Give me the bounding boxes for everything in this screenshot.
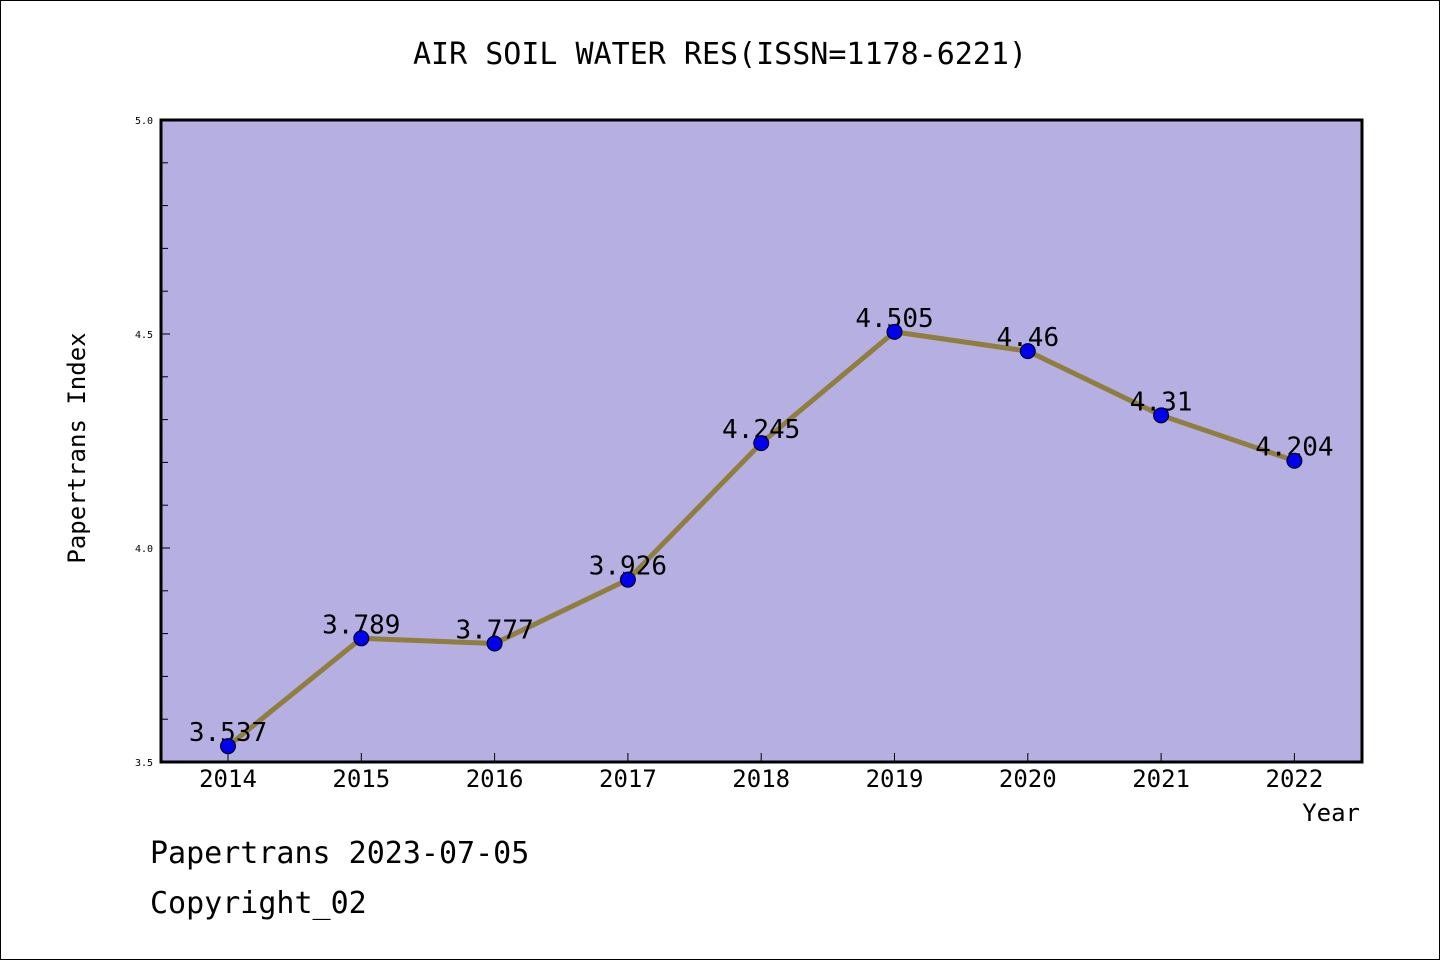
y-axis-label: Papertrans Index [63, 332, 91, 563]
plot-frame [159, 118, 1364, 764]
x-tick-label: 2017 [599, 765, 657, 793]
y-tick-label: 5.0 [135, 116, 153, 127]
footer-copyright: Copyright_02 [150, 886, 367, 921]
x-tick-label: 2015 [332, 765, 390, 793]
x-tick-label: 2019 [866, 765, 924, 793]
footer-date: Papertrans 2023-07-05 [150, 836, 530, 871]
x-tick-label: 2016 [466, 765, 524, 793]
x-tick-label: 2022 [1266, 765, 1324, 793]
y-tick-label: 4.0 [135, 544, 153, 555]
data-point [1153, 407, 1170, 424]
data-point [486, 635, 503, 652]
data-point [619, 571, 636, 588]
data-point [353, 630, 370, 647]
x-tick-label: 2018 [732, 765, 790, 793]
x-tick-label: 2020 [999, 765, 1057, 793]
y-tick-label: 4.5 [135, 330, 153, 341]
data-point [753, 435, 770, 452]
data-point [886, 323, 903, 340]
y-tick-label: 3.5 [135, 758, 153, 769]
data-point [1286, 452, 1303, 469]
data-point [220, 738, 236, 755]
chart-title: AIR SOIL WATER RES(ISSN=1178-6221) [412, 37, 1028, 72]
x-tick-label: 2014 [199, 765, 257, 793]
data-point [1019, 343, 1036, 360]
x-axis: 2014 2015 2016 2017 2018 2019 2020 2021 2022 [199, 753, 1323, 793]
x-tick-label: 2021 [1132, 765, 1190, 793]
x-axis-label: Year [1302, 799, 1360, 827]
